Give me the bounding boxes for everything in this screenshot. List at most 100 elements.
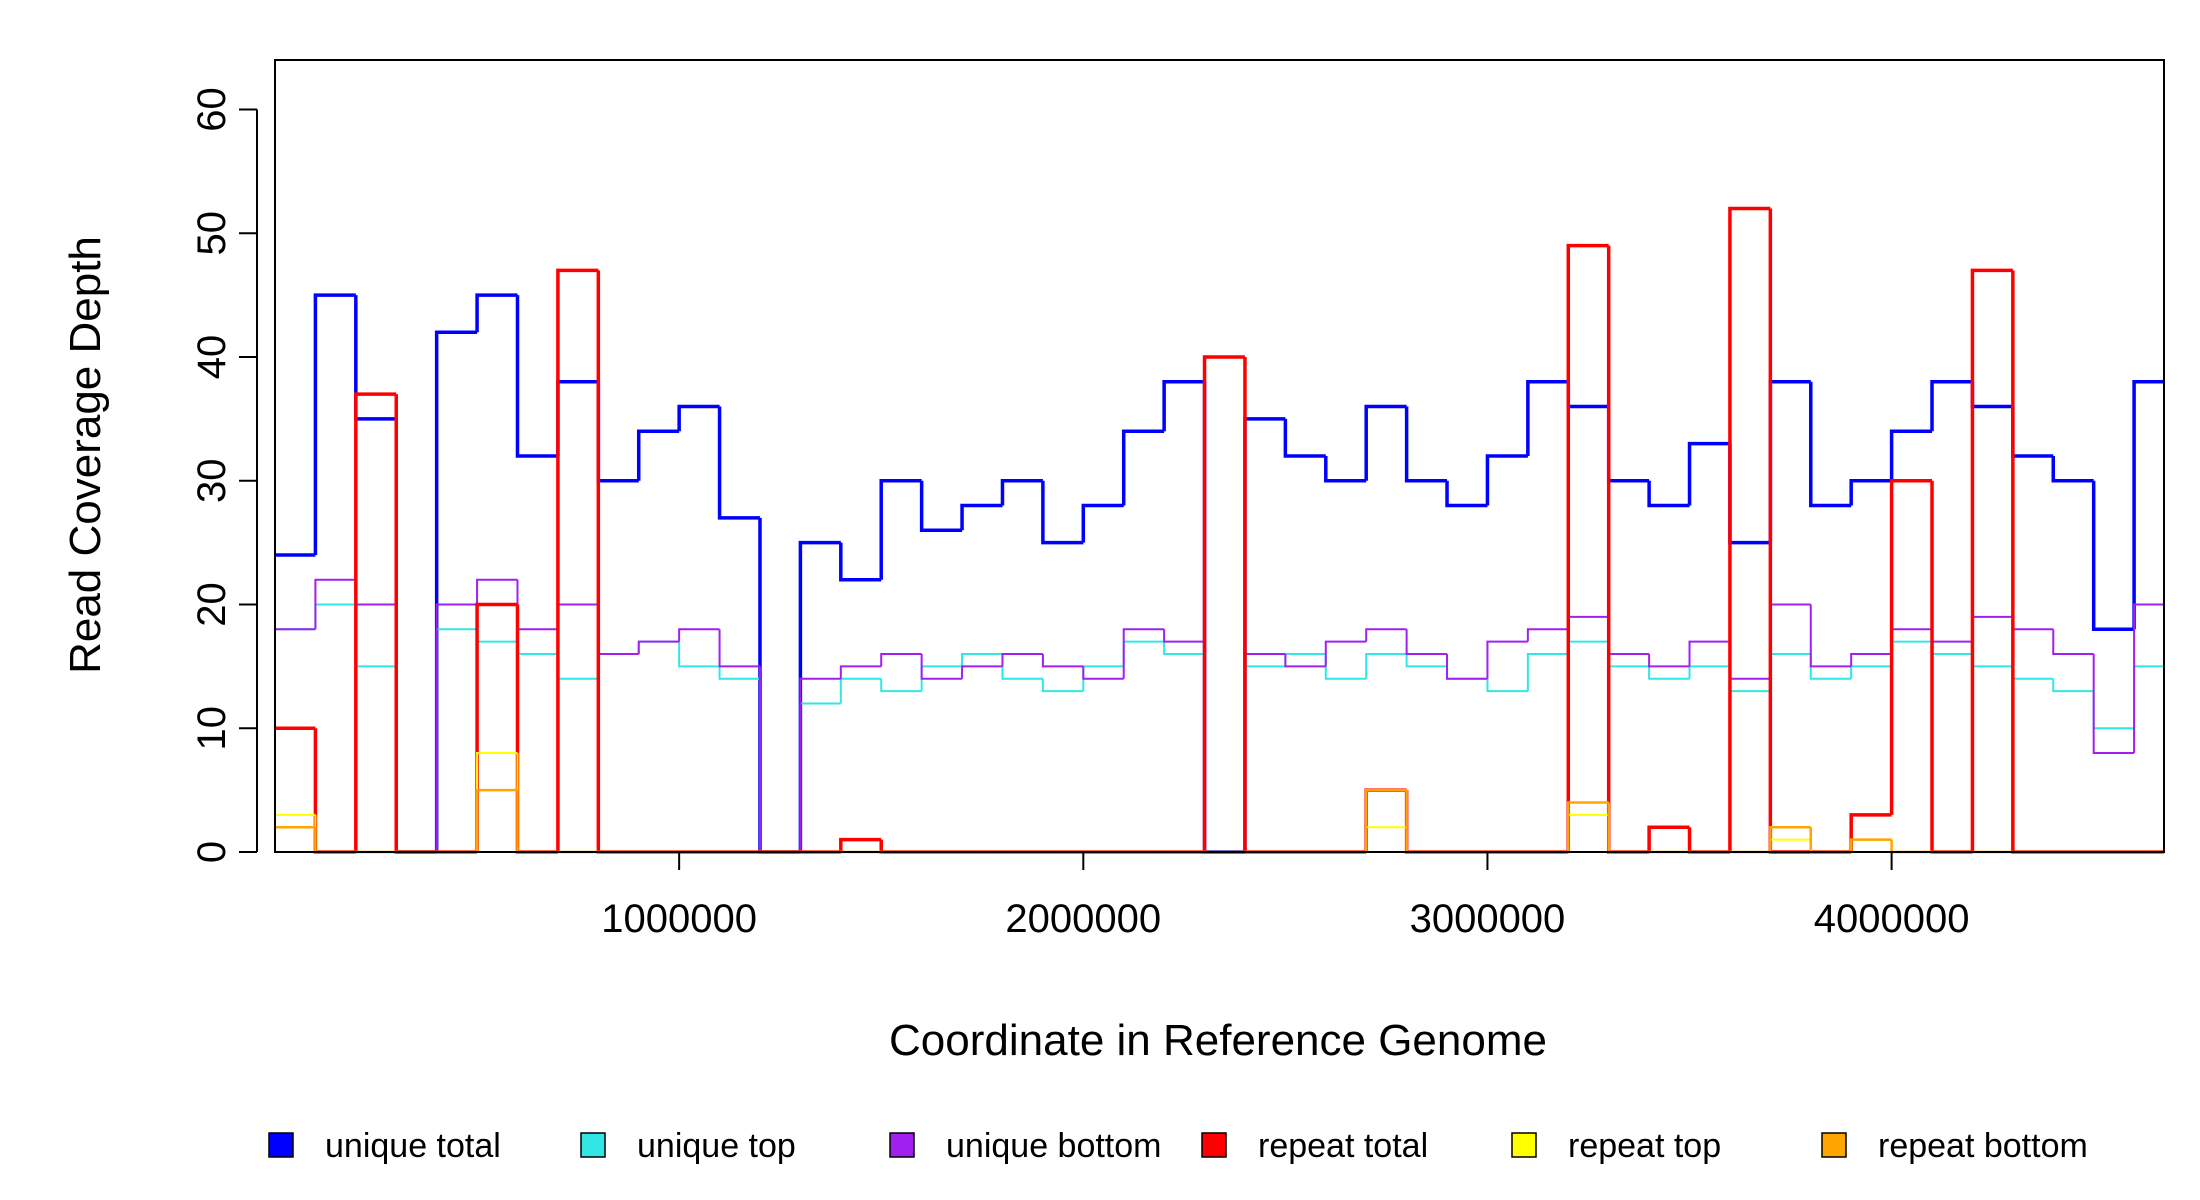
- step-segment: [475, 293, 518, 333]
- step-segment: [1122, 640, 1165, 667]
- step-segment: [354, 579, 397, 606]
- step-segment: [1849, 813, 1892, 852]
- step-segment: [556, 380, 599, 456]
- step-segment: [354, 604, 397, 668]
- step-segment: [435, 603, 478, 852]
- legend-label: repeat total: [1258, 1127, 1428, 1165]
- x-tick-label: 1000000: [601, 897, 757, 941]
- step-segment: [961, 665, 1003, 679]
- step-segment: [1365, 653, 1407, 679]
- step-segment: [354, 295, 397, 421]
- step-segment: [1404, 406, 1448, 483]
- step-segment: [839, 665, 882, 679]
- step-segment: [758, 517, 801, 854]
- step-segment: [516, 790, 558, 854]
- step-segment: [1364, 404, 1407, 481]
- step-segment: [1970, 268, 2013, 852]
- step-segment: [1850, 653, 1892, 667]
- series-line: [275, 206, 2164, 854]
- y-tick-label: 50: [190, 211, 234, 256]
- step-segment: [1849, 838, 1892, 852]
- plot-area: [275, 206, 2164, 854]
- step-segment: [637, 640, 680, 654]
- step-segment: [1445, 480, 1488, 508]
- y-tick-label: 10: [190, 706, 234, 751]
- step-segment: [1203, 654, 1245, 853]
- step-segment: [1890, 839, 1933, 854]
- step-segment: [677, 404, 720, 432]
- legend-swatch: [889, 1132, 915, 1158]
- step-segment: [1728, 443, 1771, 545]
- step-segment: [1041, 480, 1084, 545]
- step-segment: [516, 753, 558, 853]
- step-segment: [394, 394, 437, 854]
- step-segment: [596, 381, 639, 483]
- step-segment: [2092, 654, 2135, 754]
- step-segment: [1283, 418, 1326, 458]
- step-segment: [1404, 790, 1448, 854]
- step-segment: [2091, 480, 2135, 631]
- step-segment: [1202, 381, 1245, 854]
- step-segment: [2052, 678, 2094, 693]
- step-segment: [434, 330, 478, 852]
- legend-swatch: [1511, 1132, 1537, 1158]
- y-tick-label: 0: [190, 841, 234, 863]
- step-segment: [596, 270, 639, 854]
- y-tick-label: 20: [190, 582, 234, 627]
- step-segment: [2052, 629, 2094, 655]
- step-segment: [2133, 603, 2164, 753]
- step-segment: [1728, 641, 1771, 680]
- step-segment: [1284, 654, 1326, 668]
- step-segment: [2011, 406, 2054, 458]
- step-segment: [556, 603, 599, 630]
- step-segment: [1930, 480, 1973, 854]
- step-segment: [1041, 678, 1084, 693]
- step-segment: [1809, 827, 1852, 854]
- step-segment: [1931, 629, 1973, 643]
- step-segment: [556, 654, 599, 680]
- step-segment: [1768, 380, 1811, 543]
- step-segment: [1243, 665, 1286, 852]
- step-segment: [1566, 243, 1609, 852]
- step-segment: [313, 728, 356, 854]
- y-tick-label: 60: [190, 87, 234, 132]
- step-segment: [1526, 653, 1569, 692]
- legend-swatch: [268, 1132, 294, 1158]
- step-segment: [758, 678, 801, 853]
- step-segment: [1607, 814, 1650, 853]
- step-segment: [1405, 790, 1448, 854]
- step-segment: [1931, 641, 1973, 655]
- step-segment: [1889, 429, 1933, 481]
- step-segment: [476, 578, 518, 605]
- step-segment: [960, 503, 1003, 531]
- step-segment: [1648, 654, 1690, 668]
- step-segment: [1001, 654, 1043, 680]
- step-segment: [1243, 357, 1286, 854]
- step-segment: [1163, 629, 1205, 643]
- step-segment: [961, 653, 1003, 667]
- step-segment: [1364, 788, 1407, 852]
- step-segment: [1162, 380, 1205, 432]
- step-segment: [1365, 628, 1407, 642]
- step-segment: [1769, 838, 1811, 852]
- step-segment: [1567, 615, 1609, 630]
- step-segment: [799, 677, 841, 852]
- legend-label: unique bottom: [946, 1127, 1162, 1165]
- step-segment: [1446, 666, 1488, 680]
- step-segment: [1849, 479, 1892, 506]
- step-segment: [1688, 665, 1730, 679]
- step-segment: [1688, 640, 1730, 667]
- step-segment: [839, 677, 882, 704]
- step-segment: [1202, 355, 1245, 852]
- step-segment: [395, 604, 437, 853]
- step-segment: [1082, 666, 1124, 680]
- x-tick-label: 2000000: [1005, 897, 1161, 941]
- legend-label: unique total: [325, 1127, 501, 1165]
- legend-label: repeat top: [1568, 1127, 1721, 1165]
- step-segment: [1364, 788, 1407, 852]
- step-segment: [799, 702, 841, 852]
- x-tick-label: 3000000: [1410, 897, 1566, 941]
- step-segment: [1365, 826, 1407, 852]
- step-segment: [879, 479, 922, 580]
